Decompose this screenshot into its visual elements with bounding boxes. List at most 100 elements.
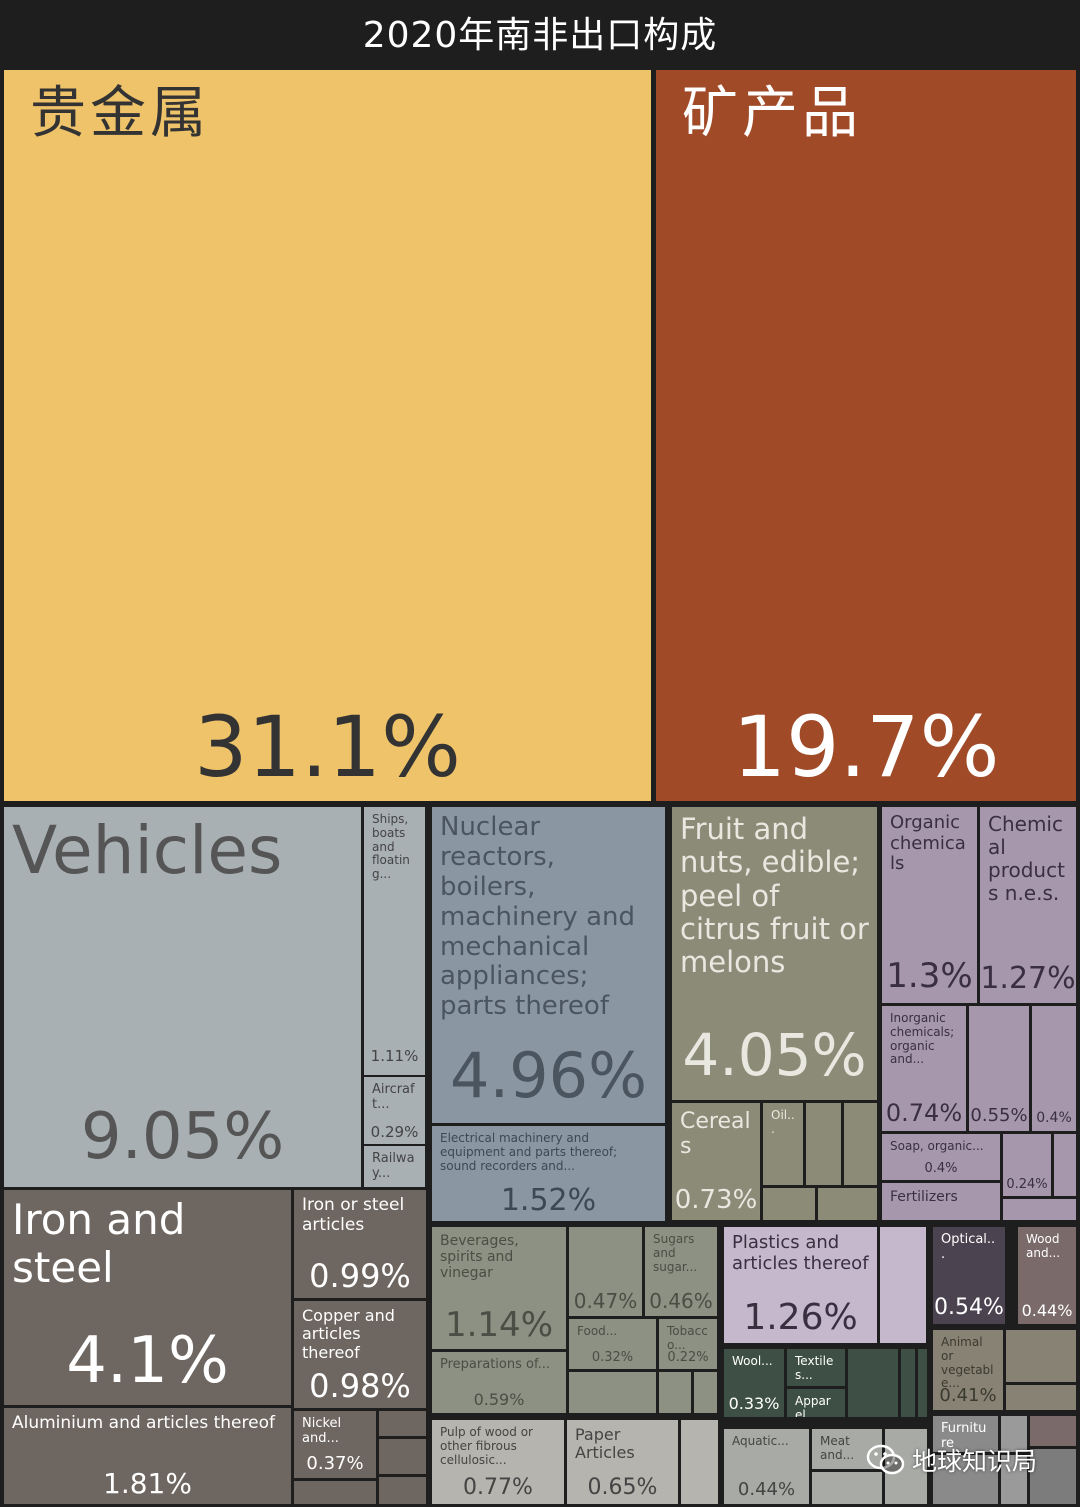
treemap-tile-inorganic-chemicals-organic-and-13: Inorganic chemicals; organic and... 0.74% (882, 1006, 966, 1131)
treemap-tile-wood-and-32: Wood and... 0.44% (1018, 1227, 1076, 1324)
treemap-tile-unlabeled-25: 0.47% (569, 1227, 642, 1316)
tile-label: Chemical products n.e.s. (988, 812, 1065, 905)
tile-value: 1.27% (980, 961, 1076, 996)
tile-value: 0.4% (924, 1160, 958, 1176)
chart-title: 2020年南非出口构成 (362, 15, 718, 56)
tile-label: Optical... (941, 1232, 996, 1262)
treemap-tile-unlabeled-15: 0.4% (1032, 1006, 1076, 1131)
tile-label: Cereals (680, 1109, 751, 1160)
tile-label: Fertilizers (890, 1189, 958, 1205)
tile-label: Textiles... (795, 1354, 834, 1382)
treemap-tile-organic-chemicals-11: Organic chemicals 1.3% (882, 807, 977, 1003)
treemap-tile-preparations-of-29: Preparations of... 0.59% (432, 1352, 566, 1413)
tile-label: Furniture (941, 1421, 987, 1451)
tile-label: Animal or vegetable... (941, 1335, 994, 1391)
tile-label: Beverages, spirits and vinegar (440, 1233, 519, 1282)
tile-value: 0.29% (370, 1122, 419, 1141)
tile-value: 1.52% (500, 1183, 597, 1218)
tile-value: 0.32% (591, 1349, 634, 1365)
treemap-filler-tile-10 (569, 1372, 656, 1413)
treemap-tile-textiles-34: Textiles... (787, 1349, 845, 1386)
tile-label: Preparations of... (440, 1357, 550, 1372)
tile-value: 9.05% (80, 1099, 285, 1174)
treemap-filler-tile-20 (812, 1472, 882, 1504)
tile-value: 0.77% (463, 1474, 533, 1500)
treemap-filler-tile-1 (844, 1103, 877, 1185)
treemap-tile-vehicles-2: Vehicles 9.05% (4, 807, 361, 1187)
tile-label: Pulp of wood or other fibrous cellulosic… (440, 1425, 533, 1467)
treemap-filler-tile-22 (933, 1455, 998, 1504)
treemap-tile-cereals-9: Cereals 0.73% (672, 1103, 760, 1220)
treemap-tile-railway-5: Railway... (364, 1146, 425, 1187)
treemap-tile-unlabeled-17: 0.24% (1003, 1134, 1051, 1196)
treemap-tile-sugars-and-sugar-26: Sugars and sugar... 0.46% (645, 1227, 717, 1316)
tile-value: 1.81% (103, 1467, 192, 1501)
treemap-tile-wool-33: Wool... 0.33% (724, 1349, 784, 1417)
treemap-tile-aluminium-and-articles-thereof-22: Aluminium and articles thereof 1.81% (4, 1408, 291, 1504)
tile-value: 0.44% (737, 1479, 796, 1501)
treemap-filler-tile-15 (901, 1349, 915, 1417)
tile-label: Plastics and articles thereof (732, 1232, 869, 1274)
tile-value: 19.7% (732, 697, 1000, 796)
treemap-tile-iron-and-steel-19: Iron and steel 4.1% (4, 1190, 291, 1405)
treemap-filler-tile-14 (848, 1349, 898, 1417)
watermark-text: 地球知识局 (912, 1447, 1038, 1476)
tile-value: 0.44% (1021, 1301, 1073, 1321)
treemap-filler-tile-11 (659, 1372, 691, 1413)
treemap-filler-tile-9 (294, 1481, 376, 1504)
treemap-tile-copper-and-articles-thereof-21: Copper and articles thereof 0.98% (294, 1301, 426, 1408)
tile-value: 0.98% (309, 1366, 411, 1405)
treemap-tile-optical-31: Optical... 0.54% (933, 1227, 1005, 1324)
tile-value: 0.33% (728, 1394, 780, 1414)
tile-label: Iron and steel (12, 1195, 186, 1293)
tile-value: 0.22% (667, 1349, 709, 1365)
treemap-tile-矿产品-1: 矿产品 19.7% (656, 70, 1076, 801)
tile-label: Nuclear reactors, boilers, machinery and… (440, 812, 635, 1022)
treemap-filler-tile-8 (379, 1477, 426, 1504)
treemap-filler-tile-25 (1030, 1449, 1076, 1504)
treemap-filler-tile-0 (806, 1103, 841, 1185)
treemap-tile-nuclear-reactors-boilers-machinery-and-m-6: Nuclear reactors, boilers, machinery and… (432, 807, 665, 1123)
treemap-filler-tile-12 (694, 1372, 717, 1413)
treemap-filler-tile-13 (880, 1227, 926, 1343)
tile-value: 4.1% (66, 1323, 229, 1398)
treemap-tile-apparel-35: Apparel... (787, 1389, 845, 1417)
tile-label: Wool... (732, 1354, 773, 1368)
treemap-tile-tobacco-28: Tobacco... 0.22% (659, 1319, 717, 1369)
tile-label: Inorganic chemicals; organic and... (890, 1011, 955, 1067)
tile-label: Aircraft... (372, 1082, 415, 1112)
treemap-tile-beverages-spirits-and-vinegar-24: Beverages, spirits and vinegar 1.14% (432, 1227, 566, 1349)
tile-label: 贵金属 (30, 81, 210, 146)
treemap-tile-animal-or-vegetable-36: Animal or vegetable... 0.41% (933, 1330, 1003, 1410)
tile-value: 0.55% (970, 1105, 1028, 1127)
tile-value: 0.46% (649, 1289, 713, 1313)
treemap-tile-paper-articles-38: Paper Articles 0.65% (567, 1420, 678, 1504)
tile-value: 0.99% (309, 1256, 411, 1295)
tile-value: 0.4% (1036, 1109, 1072, 1126)
tile-value: 1.3% (886, 955, 973, 996)
treemap-filler-tile-24 (1030, 1416, 1076, 1446)
tile-value: 0.59% (473, 1390, 525, 1410)
tile-label: Fruit and nuts, edible; peel of citrus f… (680, 812, 869, 980)
treemap-filler-tile-17 (1006, 1330, 1076, 1382)
tile-value: 0.74% (885, 1098, 963, 1127)
tile-value: 0.73% (674, 1185, 758, 1216)
treemap-tile-aquatic-39: Aquatic... 0.44% (724, 1429, 809, 1504)
tile-label: 矿产品 (682, 81, 862, 146)
tile-value: 0.37% (306, 1453, 364, 1475)
tile-label: Aluminium and articles thereof (12, 1413, 275, 1433)
tile-label: Railway... (372, 1151, 415, 1181)
treemap-tile-soap-organic-16: Soap, organic... 0.4% (882, 1134, 1000, 1180)
treemap-filler-tile-18 (1006, 1385, 1076, 1410)
treemap-tile-ships-boats-and-floating-3: Ships, boats and floating... 1.11% (364, 807, 425, 1075)
treemap-tile-pulp-of-wood-or-other-fibrous-cellulosic-37: Pulp of wood or other fibrous cellulosic… (432, 1420, 564, 1504)
treemap-tile-iron-or-steel-articles-20: Iron or steel articles 0.99% (294, 1190, 426, 1298)
tile-label: Sugars and sugar... (653, 1232, 698, 1274)
tile-value: 0.65% (587, 1474, 658, 1500)
tile-value: 0.24% (1006, 1176, 1048, 1192)
treemap-filler-tile-26 (1001, 1455, 1027, 1504)
treemap-filler-tile-5 (1054, 1134, 1076, 1196)
tile-value: 1.14% (444, 1304, 553, 1345)
tile-value: 31.1% (194, 697, 461, 796)
tile-label: Soap, organic... (890, 1139, 984, 1153)
